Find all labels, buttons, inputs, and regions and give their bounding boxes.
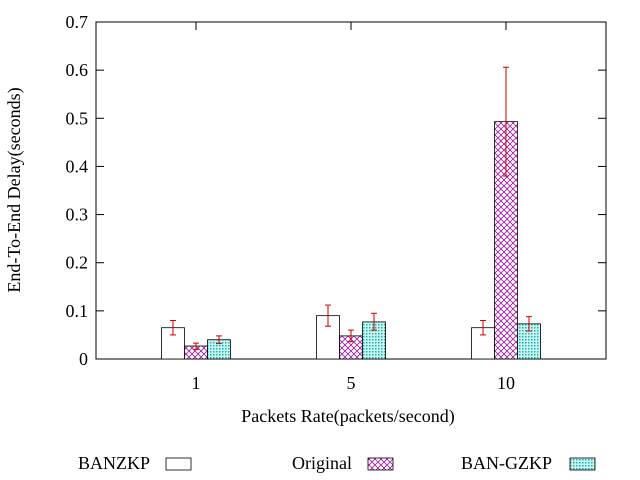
x-tick-label: 10 (497, 373, 515, 393)
y-tick-label: 0.4 (66, 156, 89, 176)
y-axis-label: End-To-End Delay(seconds) (4, 87, 25, 292)
legend-swatch (569, 457, 596, 471)
legend-label: BAN-GZKP (461, 453, 552, 473)
y-tick-label: 0 (79, 349, 88, 369)
bars-group (161, 121, 541, 360)
legend: BANZKP Original BAN-GZKP (78, 453, 596, 473)
plot-area (95, 21, 607, 360)
x-tick-label: 1 (192, 373, 201, 393)
y-tick-label: 0.3 (66, 205, 89, 225)
y-axis: 0 0.1 0.2 0.3 0.4 0.5 0.6 0.7 (66, 12, 606, 369)
y-tick-label: 0.5 (66, 108, 89, 128)
x-tick-label: 5 (347, 373, 356, 393)
y-tick-label: 0.6 (66, 60, 89, 80)
error-bars-group (170, 66, 532, 350)
legend-label: BANZKP (78, 453, 150, 473)
y-tick-label: 0.2 (66, 253, 89, 273)
y-tick-label: 0.1 (66, 301, 89, 321)
y-tick-label: 0.7 (66, 12, 89, 32)
legend-swatch (367, 457, 394, 471)
legend-label: Original (292, 453, 352, 473)
x-axis-label: Packets Rate(packets/second) (241, 406, 454, 427)
legend-swatch (165, 457, 192, 471)
